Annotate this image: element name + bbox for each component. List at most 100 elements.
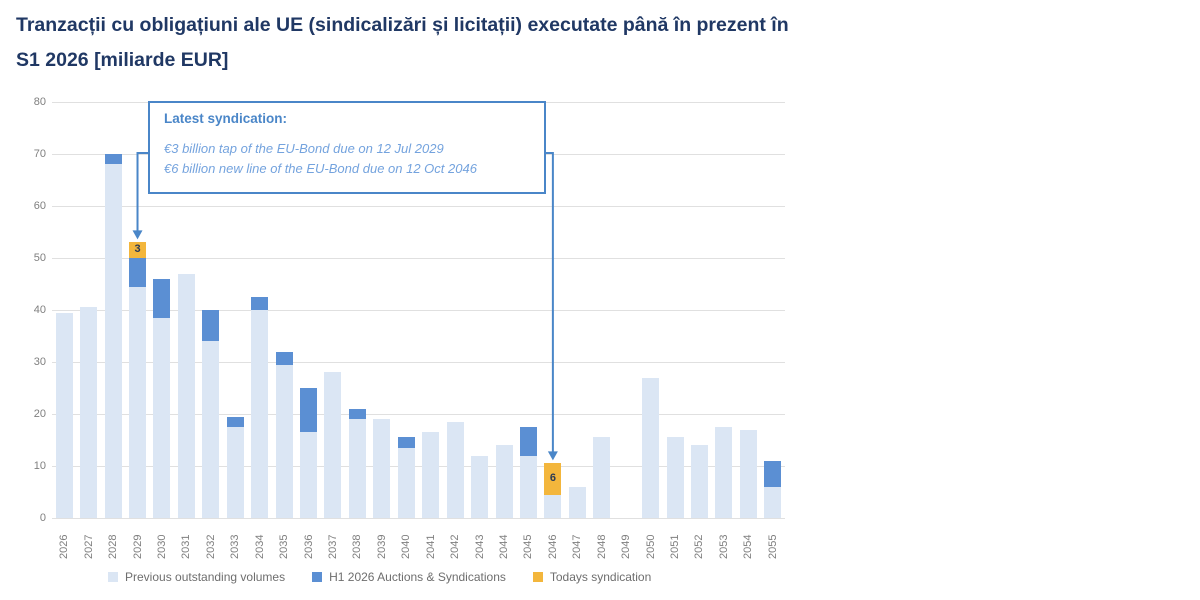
bar-segment-2037-s0 [324,372,342,518]
bar-segment-2050-s0 [642,377,660,518]
x-axis-label: 2026 [58,534,71,559]
bar-segment-2040-s0 [397,447,415,518]
x-axis-label: 2042 [449,534,462,559]
bar-segment-2038-s0 [348,419,366,518]
bar-segment-2055-s1 [764,460,782,487]
gridline [52,361,785,363]
bar-segment-2028-s1 [104,154,122,165]
bar-segment-2038-s1 [348,408,366,420]
x-axis-label: 2052 [693,534,706,559]
bar-value-label: 3 [134,243,141,256]
bar-segment-2054-s0 [739,429,757,518]
legend-swatch-icon [532,572,543,582]
bar-segment-2030-s0 [153,317,171,518]
y-axis-label: 50 [33,252,46,264]
bar-segment-2026-s0 [55,312,73,518]
legend-label: Todays syndication [549,570,652,584]
gridline [52,465,785,467]
bar-segment-2035-s1 [275,351,293,365]
x-axis-label: 2028 [107,534,120,559]
bar-segment-2045-s1 [519,427,537,456]
legend-label: Previous outstanding volumes [125,570,286,584]
bar-segment-2034-s0 [251,310,269,518]
x-axis-label: 2048 [595,534,608,559]
bar-segment-2027-s0 [80,307,98,518]
chart-title-line-2: S1 2026 [miliarde EUR] [16,49,229,71]
x-axis-label: 2038 [351,534,364,559]
x-axis-label: 2054 [742,534,755,559]
bar-segment-2042-s0 [446,421,464,518]
y-axis-label: 40 [33,304,46,316]
x-axis-label: 2041 [424,534,437,559]
chart-title: Tranzacții cu obligațiuni ale UE (sindic… [16,8,916,78]
x-axis-label: 2027 [82,534,95,559]
legend-label: H1 2026 Auctions & Syndications [329,570,506,584]
x-axis-label: 2044 [498,534,511,559]
x-axis-label: 2029 [131,534,144,559]
x-axis-label: 2053 [717,534,730,559]
bar-segment-2040-s1 [397,437,415,448]
bar-segment-2041-s0 [422,432,440,518]
bar-segment-2033-s0 [226,427,244,518]
gridline [52,413,785,415]
bar-segment-2035-s0 [275,364,293,518]
x-axis-label: 2046 [546,534,559,559]
bar-segment-2029-s0 [129,286,147,518]
bar-segment-2046-s0 [544,494,562,518]
legend: Previous outstanding volumes H1 2026 Auct… [108,570,651,584]
x-axis-label: 2032 [204,534,217,559]
bar-segment-2043-s0 [471,455,489,518]
gridline [52,257,785,259]
bar-segment-2030-s1 [153,278,171,318]
legend-item-2: Todays syndication [532,570,652,584]
bar-segment-2052-s0 [690,445,708,518]
bar-value-label: 6 [549,472,556,485]
bar-segment-2045-s0 [519,455,537,518]
y-axis-label: 30 [33,356,46,368]
bar-segment-2029-s2: 3 [129,242,147,258]
annotation-line-1: €3 billion tap of the EU-Bond due on 12 … [164,141,444,156]
x-axis-label: 2047 [571,534,584,559]
bar-segment-2032-s1 [202,310,220,342]
x-axis-label: 2035 [278,534,291,559]
x-axis-label: 2040 [400,534,413,559]
legend-item-0: Previous outstanding volumes [108,570,285,584]
bar-segment-2034-s1 [251,297,269,310]
annotation-heading: Latest syndication: [164,111,288,126]
bar-segment-2047-s0 [568,486,586,518]
y-axis-label: 20 [33,408,46,420]
gridline [52,205,785,207]
legend-item-1: H1 2026 Auctions & Syndications [312,570,506,584]
y-axis-label: 70 [33,148,46,160]
x-axis-label: 2051 [669,534,682,559]
x-axis-label: 2033 [229,534,242,559]
x-axis-label: 2030 [155,534,168,559]
y-axis-label: 0 [39,512,46,524]
x-axis-label: 2050 [644,534,657,559]
legend-swatch-icon [312,572,323,582]
x-axis-label: 2045 [522,534,535,559]
x-axis-label: 2036 [302,534,315,559]
bar-segment-2039-s0 [373,419,391,518]
x-axis-label: 2031 [180,534,193,559]
y-axis-label: 10 [33,460,46,472]
annotation-line-2: €6 billion new line of the EU-Bond due o… [164,161,477,176]
bar-segment-2036-s0 [300,432,318,518]
annotation-box: Latest syndication: €3 billion tap of th… [148,101,546,194]
x-axis-label: 2049 [620,534,633,559]
bar-segment-2032-s0 [202,341,220,518]
gridline [52,517,785,519]
bar-segment-2051-s0 [666,437,684,518]
annotation-body: €3 billion tap of the EU-Bond due on 12 … [164,139,544,179]
x-axis-label: 2043 [473,534,486,559]
bar-segment-2044-s0 [495,445,513,518]
bar-segment-2033-s1 [226,416,244,427]
gridline [52,309,785,311]
bar-segment-2048-s0 [593,437,611,518]
x-axis-label: 2055 [766,534,779,559]
bar-segment-2053-s0 [715,427,733,518]
x-axis-label: 2039 [375,534,388,559]
bar-segment-2029-s1 [129,258,147,287]
